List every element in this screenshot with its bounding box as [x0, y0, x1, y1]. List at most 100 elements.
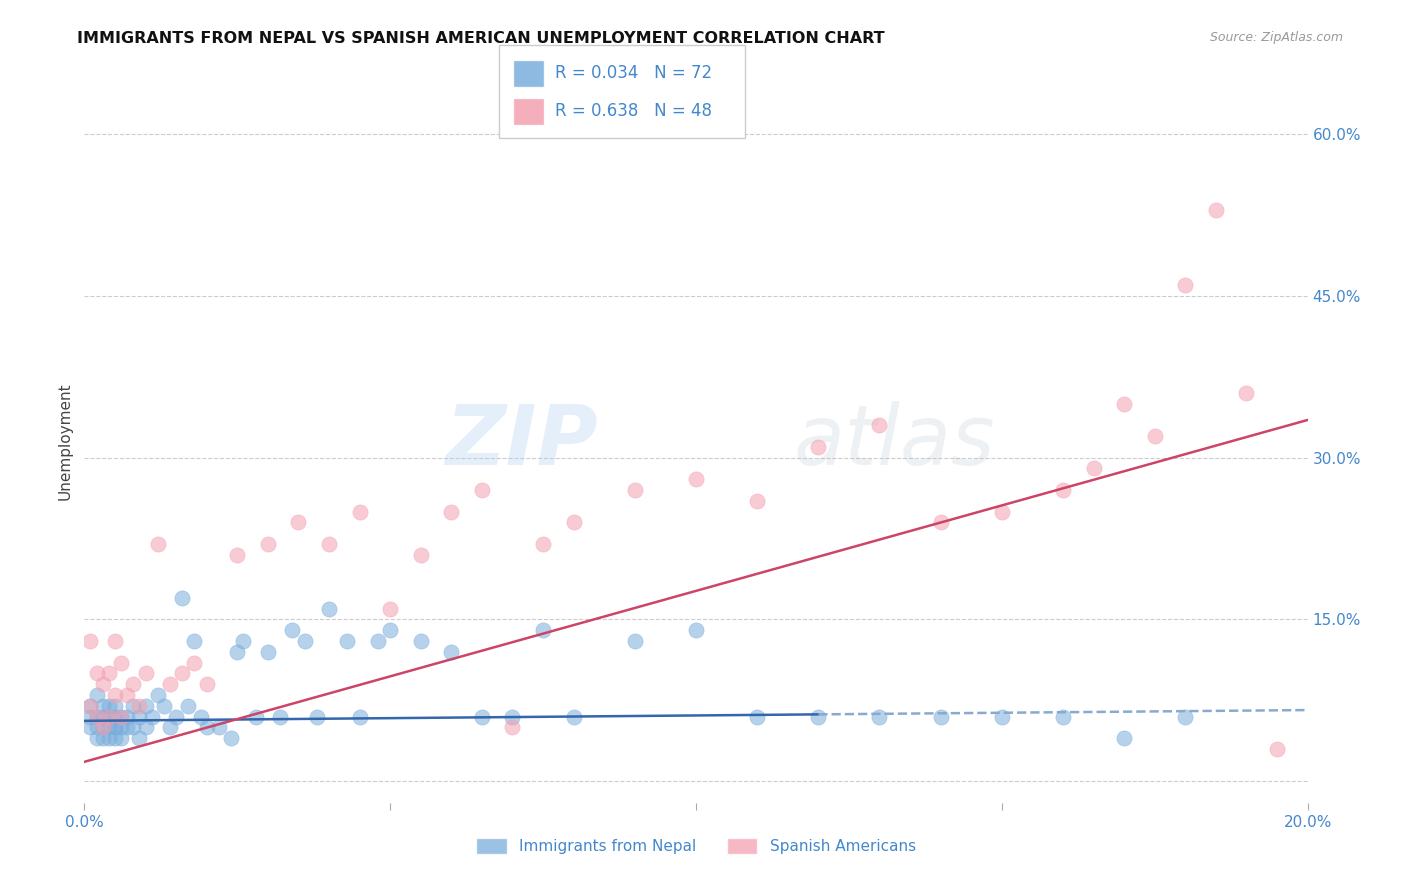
Point	[91, 677, 114, 691]
Point	[86, 720, 108, 734]
Point	[991, 505, 1014, 519]
Point	[807, 709, 830, 723]
Point	[159, 720, 181, 734]
Point	[183, 656, 205, 670]
Point	[97, 731, 120, 745]
Point	[86, 666, 108, 681]
Point	[502, 720, 524, 734]
Point	[190, 709, 212, 723]
Point	[115, 720, 138, 734]
Point	[110, 709, 132, 723]
Point	[146, 688, 169, 702]
Point	[86, 709, 108, 723]
Point	[79, 698, 101, 713]
Point	[97, 698, 120, 713]
Point	[471, 483, 494, 497]
Point	[135, 666, 157, 681]
Point	[624, 483, 647, 497]
Point	[128, 698, 150, 713]
Point	[91, 720, 114, 734]
Point	[86, 709, 108, 723]
Point	[141, 709, 163, 723]
Point	[135, 720, 157, 734]
Point	[257, 645, 280, 659]
Point	[91, 709, 114, 723]
Point	[79, 634, 101, 648]
Point	[380, 601, 402, 615]
Point	[79, 720, 101, 734]
Point	[79, 698, 101, 713]
Point	[110, 731, 132, 745]
Point	[685, 472, 707, 486]
Point	[440, 505, 463, 519]
Point	[104, 688, 127, 702]
Point	[226, 548, 249, 562]
Text: IMMIGRANTS FROM NEPAL VS SPANISH AMERICAN UNEMPLOYMENT CORRELATION CHART: IMMIGRANTS FROM NEPAL VS SPANISH AMERICA…	[77, 31, 884, 46]
Point	[86, 688, 108, 702]
Point	[110, 720, 132, 734]
Point	[562, 516, 585, 530]
Point	[172, 591, 194, 605]
Point	[562, 709, 585, 723]
Point	[318, 537, 340, 551]
Point	[115, 688, 138, 702]
Point	[159, 677, 181, 691]
Point	[122, 720, 145, 734]
Point	[245, 709, 267, 723]
Point	[1143, 429, 1166, 443]
Point	[318, 601, 340, 615]
Point	[195, 677, 218, 691]
Point	[122, 677, 145, 691]
Point	[219, 731, 242, 745]
Point	[91, 698, 114, 713]
Point	[531, 624, 554, 638]
Point	[146, 537, 169, 551]
Point	[929, 516, 952, 530]
Point	[1083, 461, 1105, 475]
Point	[195, 720, 218, 734]
Point	[97, 709, 120, 723]
Point	[367, 634, 389, 648]
Point	[929, 709, 952, 723]
Point	[135, 698, 157, 713]
Point	[1236, 386, 1258, 401]
Point	[122, 698, 145, 713]
Point	[336, 634, 359, 648]
Point	[747, 493, 769, 508]
Point	[1052, 709, 1074, 723]
Point	[104, 720, 127, 734]
Point	[79, 709, 101, 723]
Point	[165, 709, 187, 723]
Point	[1174, 709, 1197, 723]
Point	[685, 624, 707, 638]
Point	[177, 698, 200, 713]
Point	[104, 698, 127, 713]
Point	[440, 645, 463, 659]
Point	[409, 634, 432, 648]
Point	[287, 516, 309, 530]
Point	[1174, 278, 1197, 293]
Point	[349, 709, 371, 723]
Point	[281, 624, 304, 638]
Point	[86, 731, 108, 745]
Point	[624, 634, 647, 648]
Point	[91, 720, 114, 734]
Point	[409, 548, 432, 562]
Point	[183, 634, 205, 648]
Point	[226, 645, 249, 659]
Point	[531, 537, 554, 551]
Point	[380, 624, 402, 638]
Point	[128, 731, 150, 745]
Point	[104, 731, 127, 745]
Point	[502, 709, 524, 723]
Text: Source: ZipAtlas.com: Source: ZipAtlas.com	[1209, 31, 1343, 45]
Point	[97, 720, 120, 734]
Point	[91, 731, 114, 745]
Point	[991, 709, 1014, 723]
Legend: Immigrants from Nepal, Spanish Americans: Immigrants from Nepal, Spanish Americans	[470, 832, 922, 860]
Point	[110, 656, 132, 670]
Point	[269, 709, 291, 723]
Point	[153, 698, 176, 713]
Text: atlas: atlas	[794, 401, 995, 482]
Point	[1265, 742, 1288, 756]
